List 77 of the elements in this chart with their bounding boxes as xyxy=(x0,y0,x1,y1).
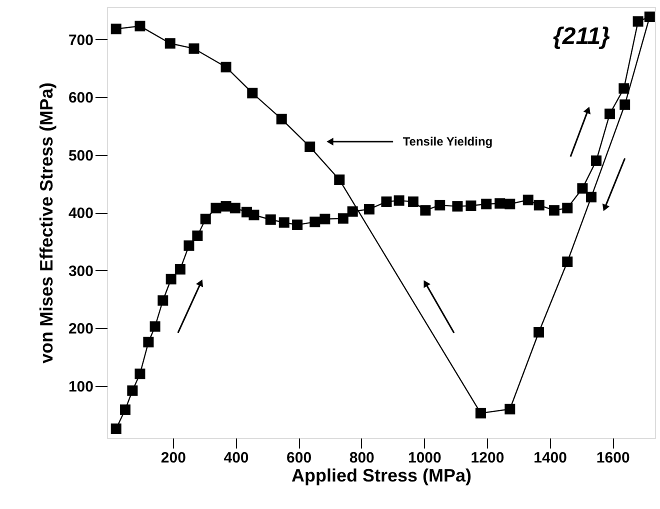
point xyxy=(618,83,630,94)
point xyxy=(562,202,573,214)
y-tick-label: 500 xyxy=(68,147,94,164)
point xyxy=(548,205,560,216)
point xyxy=(265,214,276,225)
point xyxy=(210,202,222,214)
x-tick-label: 800 xyxy=(349,450,374,466)
x-tick-label: 1600 xyxy=(596,450,630,466)
point xyxy=(394,195,404,206)
point xyxy=(184,240,194,251)
point xyxy=(292,220,303,230)
point xyxy=(475,408,486,418)
y-tick-label: 300 xyxy=(68,262,94,280)
point xyxy=(220,62,232,72)
point xyxy=(276,114,287,124)
point xyxy=(200,214,211,224)
point xyxy=(188,43,200,54)
point xyxy=(230,202,240,214)
point xyxy=(504,404,516,414)
y-tick-label: 600 xyxy=(68,90,94,107)
point xyxy=(174,264,186,275)
point xyxy=(604,108,616,120)
x-axis-title: Applied Stress (MPa) xyxy=(291,466,472,486)
point xyxy=(278,217,290,228)
y-tick-label: 700 xyxy=(68,32,94,49)
point xyxy=(310,216,320,228)
point xyxy=(408,196,418,207)
point xyxy=(334,174,345,185)
point xyxy=(120,404,130,415)
point xyxy=(304,142,316,152)
point xyxy=(192,230,203,242)
point xyxy=(134,20,146,32)
point xyxy=(466,200,476,211)
point xyxy=(481,198,492,210)
point xyxy=(577,183,588,194)
y-tick-label: 400 xyxy=(68,205,94,222)
x-tick-label: 1000 xyxy=(408,450,442,466)
point xyxy=(134,368,146,380)
point xyxy=(632,16,644,27)
point xyxy=(534,327,544,338)
point xyxy=(166,274,176,284)
point xyxy=(150,321,160,332)
point xyxy=(247,88,258,98)
point xyxy=(110,24,122,34)
y-axis-title: von Mises Effective Stress (MPa) xyxy=(36,82,56,364)
point xyxy=(534,200,544,210)
x-tick-label: 400 xyxy=(224,450,249,466)
annotation: Tensile Yielding xyxy=(402,134,493,149)
point xyxy=(452,201,463,212)
x-tick-label: 1200 xyxy=(470,450,504,466)
point xyxy=(127,385,138,396)
point xyxy=(320,214,330,224)
point xyxy=(158,295,168,306)
point xyxy=(110,424,122,434)
point xyxy=(522,194,534,206)
point xyxy=(562,256,573,268)
point xyxy=(434,200,446,210)
point xyxy=(644,12,655,22)
x-tick-label: 600 xyxy=(286,450,312,466)
point xyxy=(620,99,630,110)
point xyxy=(143,336,154,348)
point xyxy=(504,198,516,210)
point xyxy=(347,206,358,217)
point xyxy=(248,210,260,220)
point xyxy=(164,38,176,49)
point xyxy=(381,196,392,207)
x-tick-label: 200 xyxy=(160,450,186,466)
x-tick-label: 1400 xyxy=(534,450,567,466)
point xyxy=(364,204,374,214)
point xyxy=(591,155,602,166)
point xyxy=(586,192,596,202)
annotation: {211} xyxy=(553,23,610,50)
point xyxy=(494,198,506,209)
y-tick-label: 100 xyxy=(68,378,94,396)
point xyxy=(338,213,348,224)
y-tick-label: 200 xyxy=(68,320,94,338)
point xyxy=(420,205,431,216)
